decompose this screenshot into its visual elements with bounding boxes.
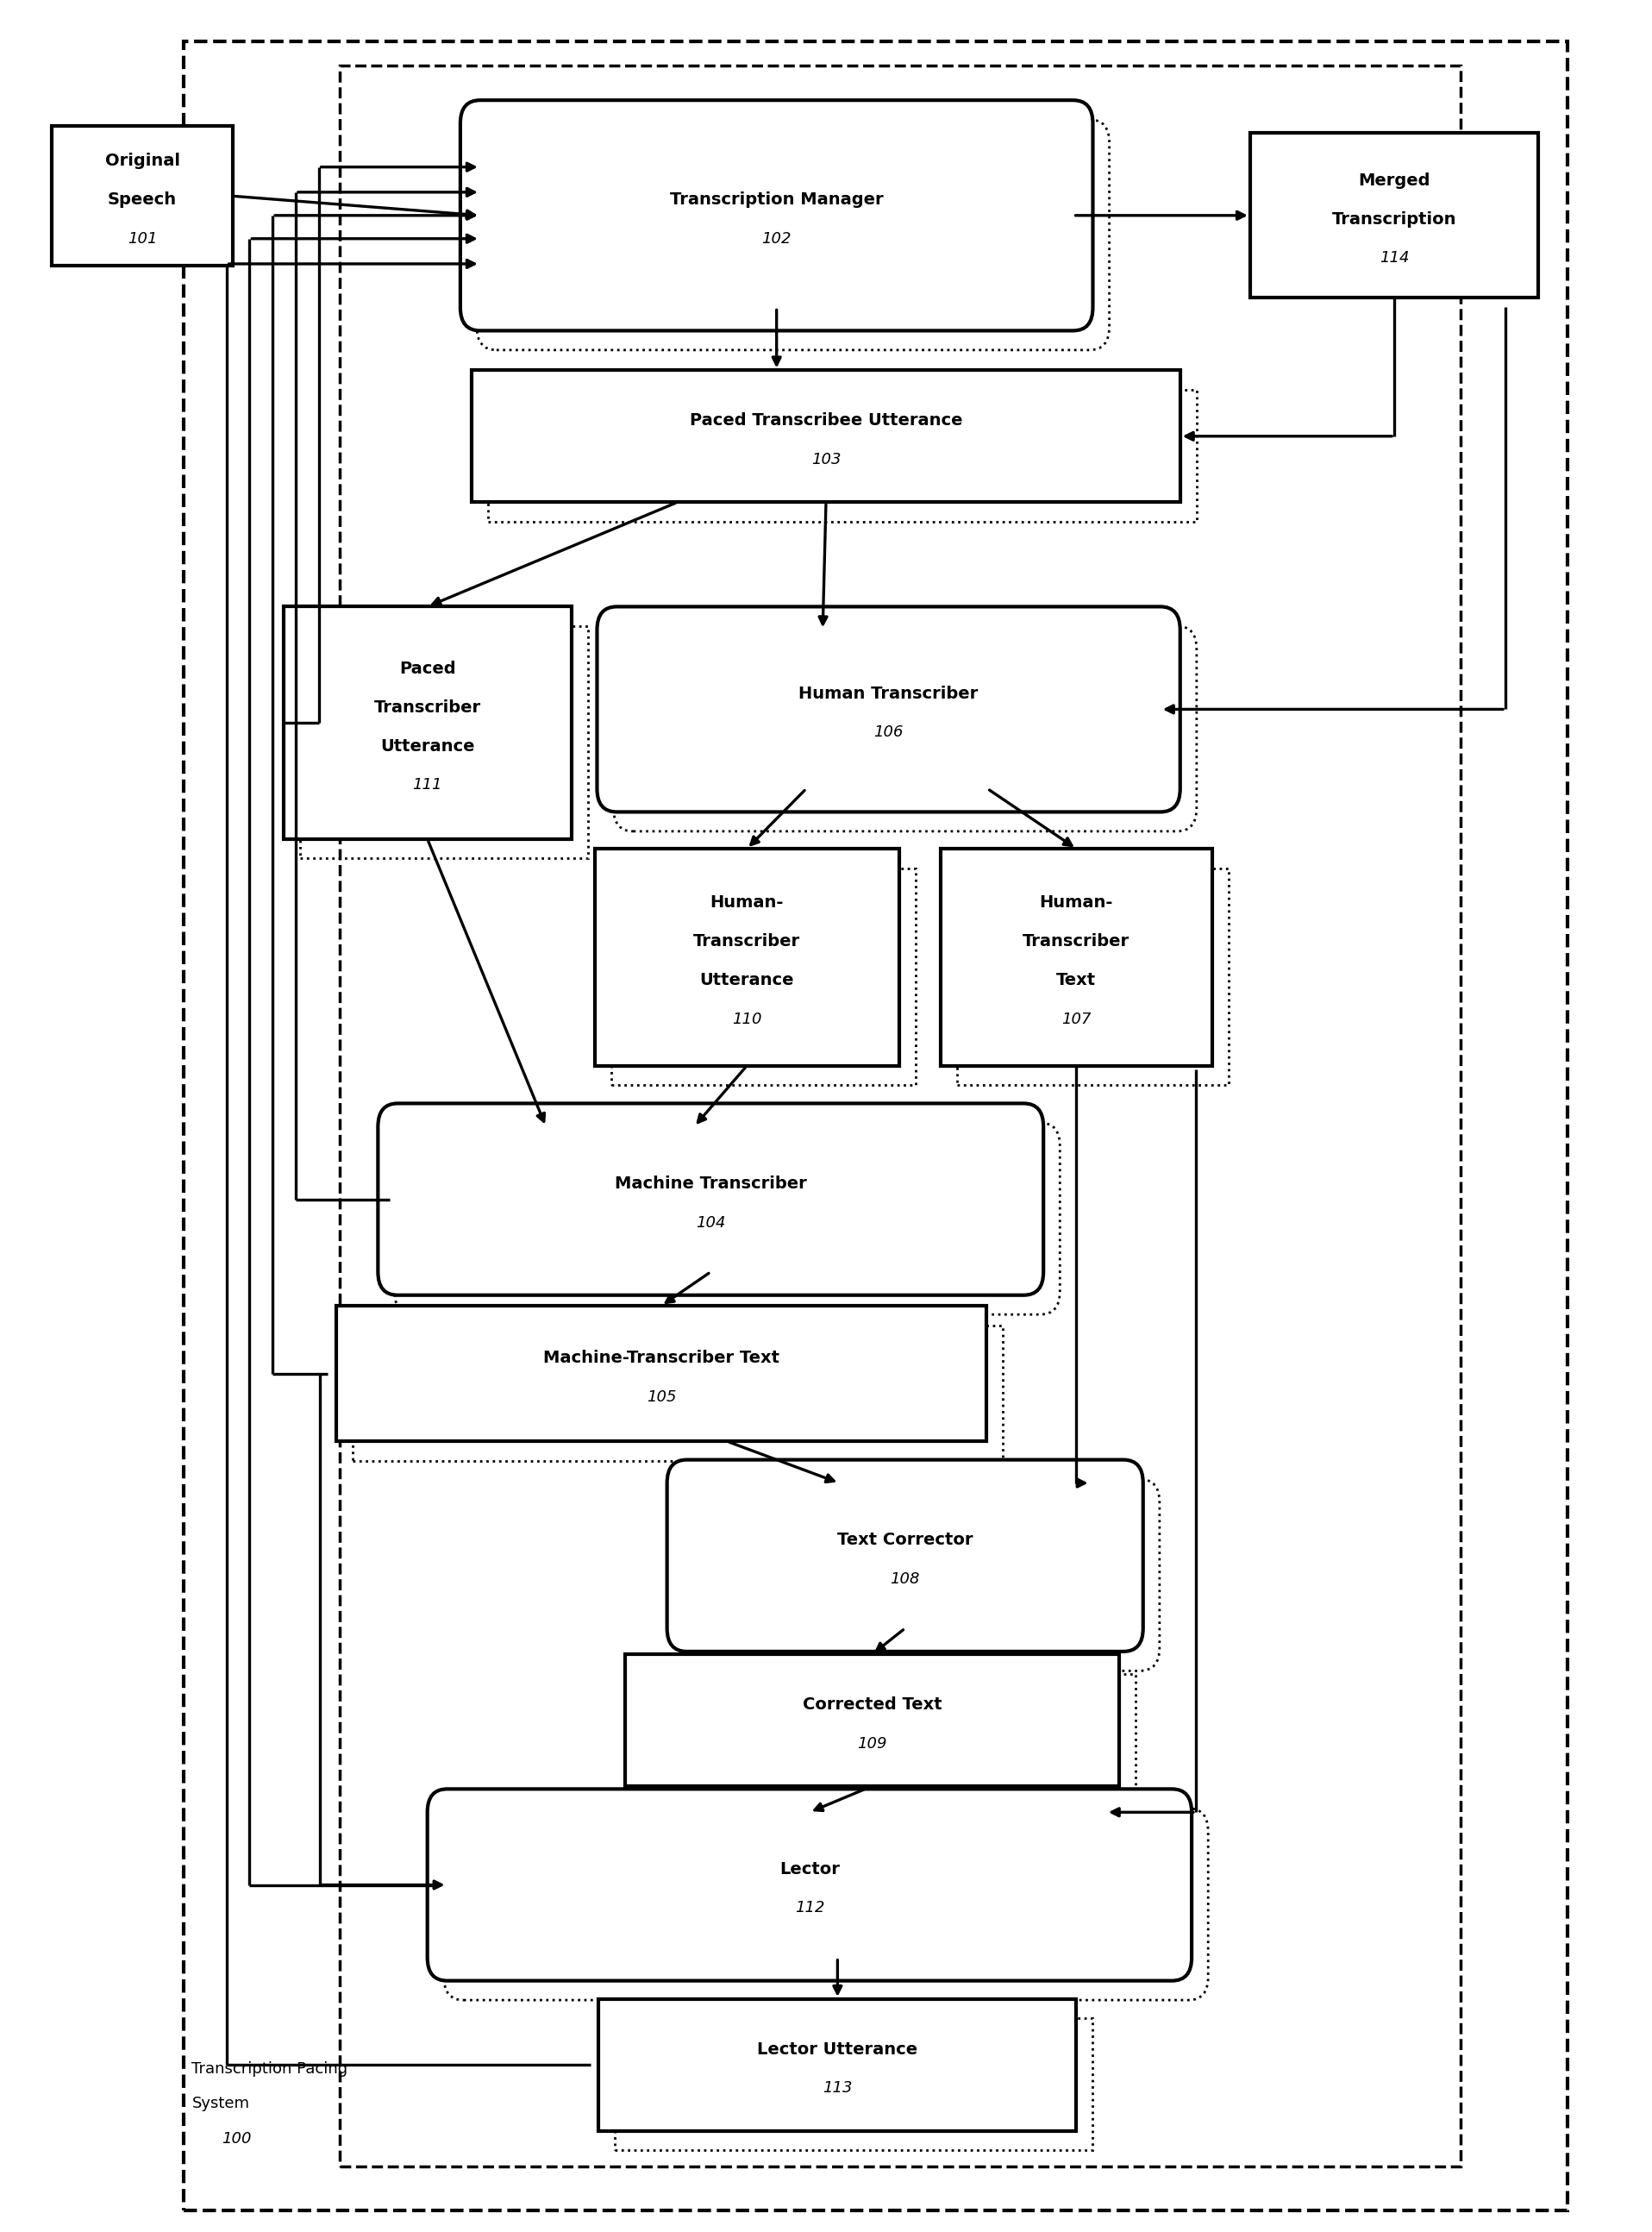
Text: Merged: Merged: [1358, 172, 1431, 190]
Bar: [624, 1654, 1118, 1786]
Text: Utterance: Utterance: [700, 973, 795, 989]
Text: Transcriber: Transcriber: [1023, 933, 1130, 951]
FancyBboxPatch shape: [667, 1460, 1143, 1652]
Text: 103: 103: [811, 451, 841, 466]
Bar: [352, 1326, 1003, 1460]
Text: Transcription Manager: Transcription Manager: [669, 192, 884, 208]
Text: 100: 100: [221, 2132, 251, 2147]
Bar: [51, 127, 233, 266]
Bar: [940, 848, 1213, 1065]
Bar: [957, 868, 1229, 1085]
FancyBboxPatch shape: [461, 100, 1094, 330]
Text: 104: 104: [695, 1214, 725, 1230]
Text: Paced Transcribee Utterance: Paced Transcribee Utterance: [689, 413, 963, 429]
Text: Human-: Human-: [1039, 895, 1113, 911]
Bar: [611, 868, 915, 1085]
Text: Lector: Lector: [780, 1861, 839, 1877]
Text: 112: 112: [795, 1899, 824, 1915]
Text: 108: 108: [890, 1571, 920, 1587]
Text: Lector Utterance: Lector Utterance: [757, 2042, 919, 2058]
Text: 113: 113: [823, 2080, 852, 2096]
Text: Original: Original: [104, 154, 180, 170]
Bar: [340, 65, 1460, 2167]
Text: 111: 111: [413, 777, 443, 792]
Text: Text: Text: [1057, 973, 1097, 989]
Bar: [489, 391, 1196, 522]
Text: Human Transcriber: Human Transcriber: [800, 685, 978, 703]
Text: Human-: Human-: [710, 895, 783, 911]
Text: Utterance: Utterance: [380, 739, 474, 754]
Text: 114: 114: [1379, 250, 1409, 266]
Text: 105: 105: [646, 1388, 676, 1404]
Bar: [335, 1306, 986, 1442]
Bar: [1251, 134, 1538, 297]
Bar: [299, 625, 588, 859]
Text: Machine Transcriber: Machine Transcriber: [615, 1176, 806, 1192]
Text: 109: 109: [857, 1736, 887, 1752]
Text: Machine-Transcriber Text: Machine-Transcriber Text: [544, 1350, 780, 1366]
Text: Transcriber: Transcriber: [694, 933, 801, 951]
Bar: [641, 1674, 1135, 1806]
Text: 110: 110: [732, 1011, 762, 1027]
Text: 107: 107: [1062, 1011, 1092, 1027]
Text: System: System: [192, 2096, 249, 2111]
Text: Speech: Speech: [107, 192, 177, 208]
Text: 106: 106: [874, 725, 904, 741]
Text: 101: 101: [127, 230, 157, 246]
Bar: [598, 2000, 1077, 2132]
Text: 102: 102: [762, 230, 791, 246]
Bar: [595, 848, 899, 1065]
Text: Paced: Paced: [400, 661, 456, 676]
FancyBboxPatch shape: [378, 1103, 1044, 1295]
FancyBboxPatch shape: [428, 1790, 1191, 1980]
Text: Text Corrector: Text Corrector: [838, 1531, 973, 1549]
Bar: [282, 607, 572, 839]
FancyBboxPatch shape: [596, 607, 1180, 812]
Text: Transcription Pacing: Transcription Pacing: [192, 2060, 349, 2076]
Bar: [615, 2018, 1094, 2149]
Bar: [183, 40, 1568, 2210]
Text: Transcription: Transcription: [1332, 212, 1457, 228]
Text: Transcriber: Transcriber: [373, 699, 481, 716]
Bar: [472, 371, 1180, 502]
Text: Corrected Text: Corrected Text: [803, 1696, 942, 1712]
